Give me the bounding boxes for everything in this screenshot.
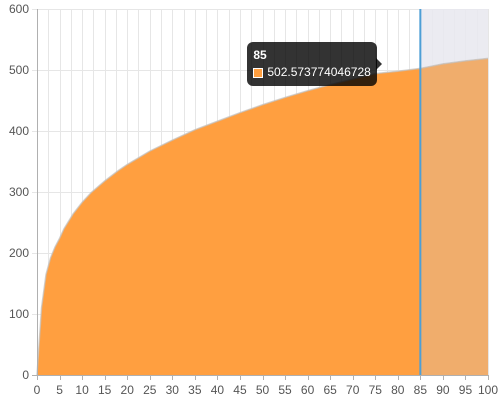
x-tick-label: 90	[436, 383, 450, 397]
y-tick-label: 100	[9, 307, 29, 321]
area-fill	[37, 58, 488, 375]
x-tick-label: 95	[459, 383, 473, 397]
x-tick-label: 65	[323, 383, 337, 397]
area-fill-dimmed	[420, 58, 488, 375]
x-tick-label: 15	[98, 383, 112, 397]
series-line	[36, 57, 489, 376]
tooltip-value: 502.573774046728	[267, 65, 371, 80]
x-tick-label: 55	[278, 383, 292, 397]
x-tick-label: 35	[188, 383, 202, 397]
x-tick-label: 20	[121, 383, 135, 397]
x-tick-label: 60	[301, 383, 315, 397]
x-tick-label: 25	[143, 383, 157, 397]
x-tick-label: 100	[478, 383, 498, 397]
x-tick-label: 40	[211, 383, 225, 397]
tooltip-row: 502.573774046728	[253, 64, 371, 81]
y-tick-label: 600	[9, 2, 29, 16]
y-tick-label: 500	[9, 63, 29, 77]
y-tick-label: 200	[9, 246, 29, 260]
axis-layer: 0 5 10 15 20 25 30 35 40 45 50 55 60 65 70 75 80 85 90 95 10…	[9, 2, 498, 397]
tooltip-title: 85	[253, 48, 267, 63]
x-tick-label: 0	[34, 383, 41, 397]
y-tick-label: 400	[9, 124, 29, 138]
tooltip-caret	[376, 58, 383, 71]
x-tick-label: 30	[166, 383, 180, 397]
x-tick-label: 75	[369, 383, 383, 397]
x-tick-label: 10	[75, 383, 89, 397]
x-tick-label: 5	[56, 383, 63, 397]
y-tick-label: 300	[9, 185, 29, 199]
tooltip-swatch	[253, 67, 264, 78]
area-layer	[36, 57, 489, 376]
chart-tooltip: 85 502.573774046728	[247, 42, 377, 87]
x-tick-label: 45	[233, 383, 247, 397]
x-tick-label: 85	[414, 383, 428, 397]
y-tick-label: 0	[22, 368, 29, 382]
x-tick-label: 70	[346, 383, 360, 397]
x-tick-label: 80	[391, 383, 405, 397]
x-tick-label: 50	[256, 383, 270, 397]
